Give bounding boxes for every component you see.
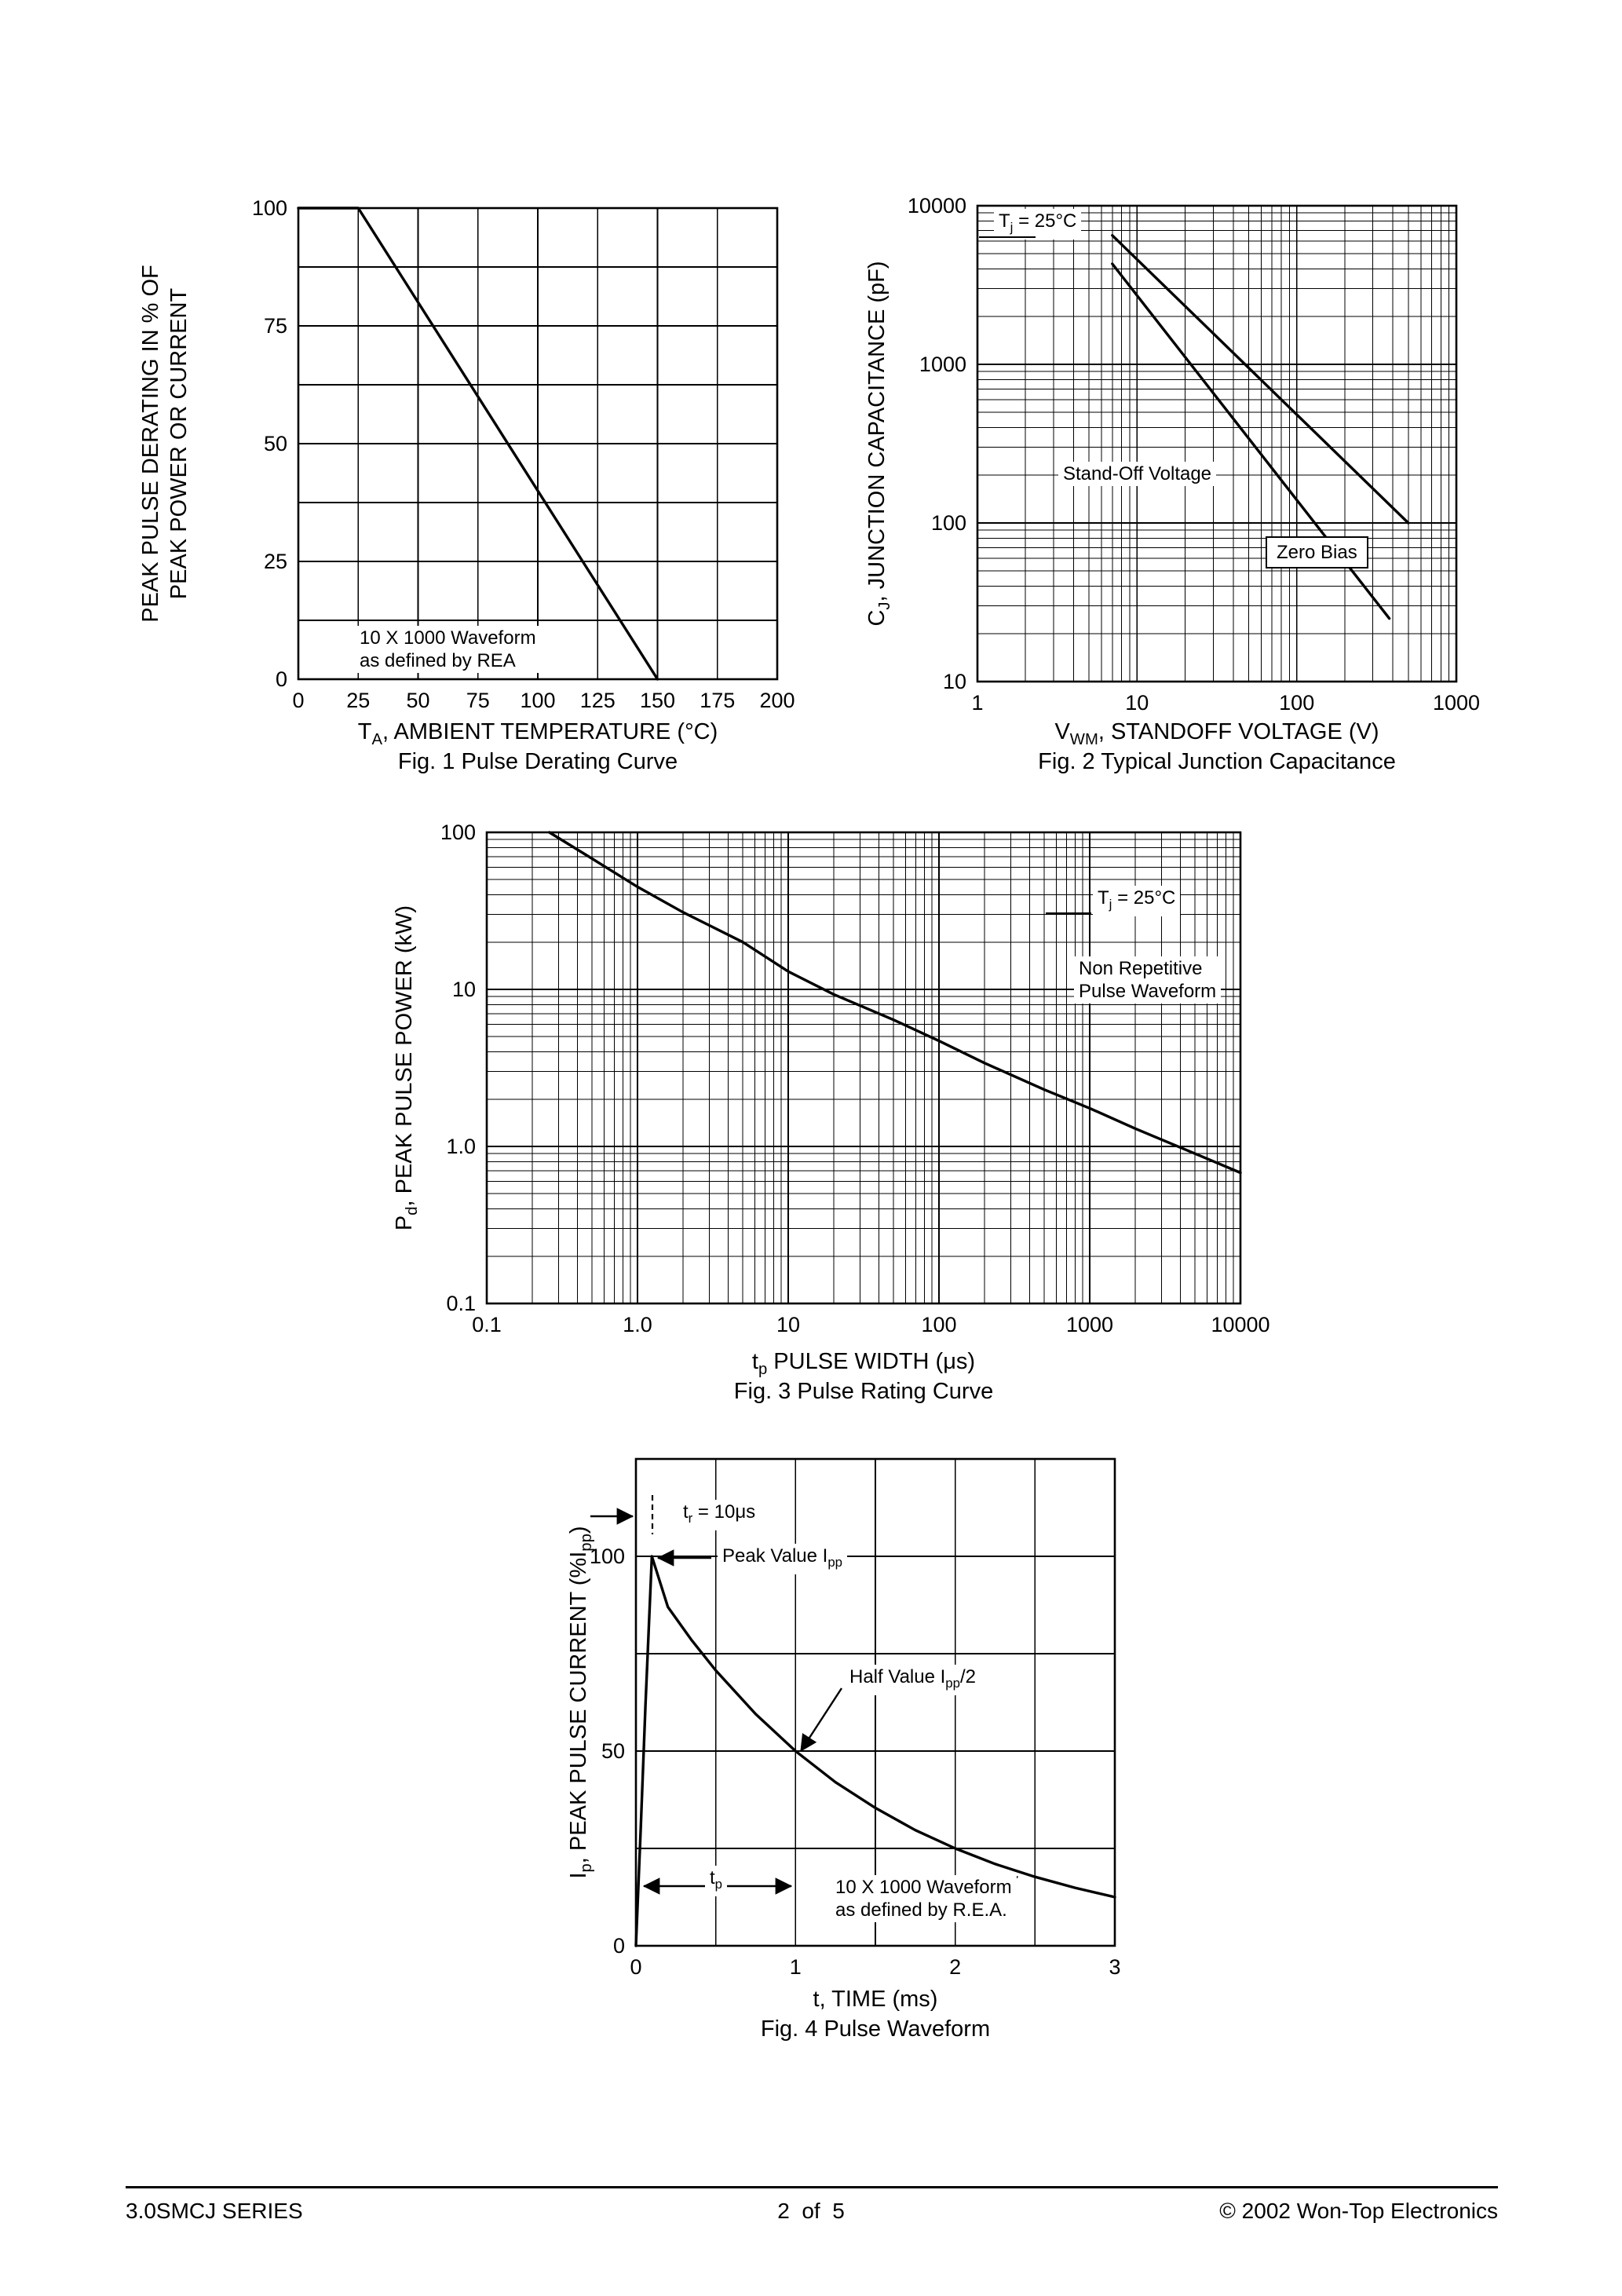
footer-copyright: © 2002 Won-Top Electronics [1219, 2199, 1498, 2223]
fig4-border [634, 1457, 1116, 1947]
fig4-series [634, 1555, 1116, 1947]
fig4-x-tick-label: 2 [949, 1955, 961, 1979]
fig2-curve-zero-bias [1111, 234, 1410, 525]
fig2-border [976, 204, 1458, 683]
fig2-x-tick-label: 10 [1125, 691, 1149, 715]
fig2-caption: Fig. 2 Typical Junction Capacitance [1038, 749, 1396, 774]
fig2-x-tick-label: 100 [1279, 691, 1314, 715]
fig3-y-tick-label: 10 [452, 978, 476, 1001]
fig2-annotation-tj: Tj = 25°C [994, 209, 1082, 239]
fig1-x-tick-label: 50 [406, 689, 429, 712]
fig4-y-tick-label: 50 [601, 1739, 625, 1763]
fig2-tj-leader-line [979, 236, 1036, 238]
fig3-curve-peak-pulse-power [547, 831, 1242, 1175]
fig3-annotation-nonrepetitive: Non Repetitive Pulse Waveform [1074, 956, 1222, 1004]
fig4-annotation-tp: tp [705, 1866, 728, 1896]
fig1-y-tick-label: 50 [264, 432, 287, 455]
fig4-x-tick-label: 0 [630, 1955, 641, 1979]
fig1-grid [298, 207, 778, 680]
fig4-y-tick-label: 100 [590, 1545, 625, 1568]
fig1-y-tick-label: 100 [252, 196, 287, 220]
fig3-tick-labels: 0.1 1.0 10 100 1000 10000 0.1 1.0 10 100 [440, 824, 1270, 1336]
fig1-x-tick-label: 0 [292, 689, 304, 712]
fig4-plot: 0 1 2 3 0 50 100 [590, 1457, 1121, 1979]
fig2-annotation-zero-bias: Zero Bias [1266, 536, 1368, 569]
fig4-y-axis-title-text: Ip, PEAK PULSE CURRENT (%Ipp) [565, 1526, 596, 1879]
fig1-y-tick-label: 75 [264, 314, 287, 338]
fig1-caption: Fig. 1 Pulse Derating Curve [397, 749, 678, 774]
footer-rule [126, 2186, 1498, 2188]
fig4-x-tick-label: 3 [1109, 1955, 1120, 1979]
fig3-y-tick-label: 100 [440, 824, 476, 844]
fig4-y-tick-label: 0 [613, 1934, 625, 1958]
fig4-annotation-tr: tr = 10μs [678, 1500, 761, 1530]
fig2-x-axis-title: VWM, STANDOFF VOLTAGE (V) [1054, 719, 1379, 749]
fig1-series [297, 207, 659, 681]
footer-page-number: 2 of 5 [777, 2199, 845, 2223]
fig3-x-tick-label: 0.1 [472, 1313, 502, 1336]
fig4-annotation-half-value: Half Value Ipp/2 [845, 1665, 981, 1695]
fig3-x-tick-label: 1.0 [623, 1313, 652, 1336]
footer-series-name: 3.0SMCJ SERIES [126, 2199, 303, 2223]
fig1-x-tick-label: 125 [580, 689, 616, 712]
fig1-plot: 0 25 50 75 100 125 150 175 200 0 25 50 75 100 [252, 196, 795, 712]
fig1-y-axis-title-text: PEAK PULSE DERATING IN % OF PEAK POWER OR… [138, 265, 192, 623]
fig1-x-tick-label: 100 [520, 689, 555, 712]
fig1-tick-labels: 0 25 50 75 100 125 150 175 200 0 25 50 75 100 [252, 196, 795, 712]
fig4-annotation-waveform: 10 X 1000 Waveform as defined by R.E.A. [831, 1875, 1017, 1922]
fig2-y-tick-label: 100 [931, 511, 966, 535]
fig3-x-tick-label: 100 [921, 1313, 956, 1336]
fig3-border [485, 831, 1242, 1305]
fig1-border [297, 207, 779, 681]
fig1-x-tick-label: 175 [700, 689, 735, 712]
fig4-caption: Fig. 4 Pulse Waveform [760, 2016, 991, 2042]
fig2-y-axis-title-text: CJ, JUNCTION CAPACITANCE (pF) [864, 261, 894, 627]
fig1-y-tick-label: 25 [264, 550, 287, 573]
fig3-annotation-tj: Tj = 25°C [1093, 886, 1181, 916]
fig1-x-tick-label: 75 [466, 689, 490, 712]
half-value-arrow [799, 1687, 843, 1753]
fig3-x-tick-label: 10000 [1211, 1313, 1269, 1336]
fig3-y-axis-title-text: Pd, PEAK PULSE POWER (kW) [391, 905, 422, 1231]
fig3-plot: 0.1 1.0 10 100 1000 10000 0.1 1.0 10 100 [440, 824, 1270, 1336]
fig3-series [547, 831, 1242, 1175]
fig4-tick-labels: 0 1 2 3 0 50 100 [590, 1545, 1121, 1979]
fig2-y-tick-label: 10000 [908, 196, 966, 218]
fig3-x-tick-label: 10 [776, 1313, 800, 1336]
fig2-annotation-standoff: Stand-Off Voltage [1058, 462, 1217, 486]
fig2-y-tick-label: 10 [943, 670, 966, 693]
fig3-x-axis-title: tp PULSE WIDTH (μs) [751, 1349, 976, 1379]
fig4-curve-pulse-waveform [634, 1555, 1116, 1947]
fig1-x-tick-label: 25 [346, 689, 370, 712]
fig2-x-tick-label: 1000 [1433, 691, 1480, 715]
fig1-annotation-waveform: 10 X 1000 Waveform as defined by REA [355, 626, 541, 673]
fig2-y-tick-label: 1000 [919, 353, 966, 376]
fig4-x-tick-label: 1 [790, 1955, 802, 1979]
fig1-x-tick-label: 200 [759, 689, 795, 712]
fig2-x-tick-label: 1 [971, 691, 983, 715]
fig3-y-tick-label: 0.1 [446, 1292, 476, 1315]
fig4-x-axis-title: t, TIME (ms) [813, 1987, 938, 2012]
fig3-caption: Fig. 3 Pulse Rating Curve [733, 1379, 994, 1404]
fig1-x-tick-label: 150 [640, 689, 675, 712]
fig1-y-tick-label: 0 [276, 667, 287, 691]
fig3-y-tick-label: 1.0 [446, 1135, 476, 1158]
fig1-x-axis-title: TA, AMBIENT TEMPERATURE (°C) [357, 719, 718, 749]
fig1-curve-pulse-derating [297, 207, 659, 681]
fig4-annotation-peak-value: Peak Value Ipp [718, 1544, 847, 1574]
fig3-tj-leader-line [1046, 912, 1091, 914]
fig3-x-tick-label: 1000 [1066, 1313, 1113, 1336]
